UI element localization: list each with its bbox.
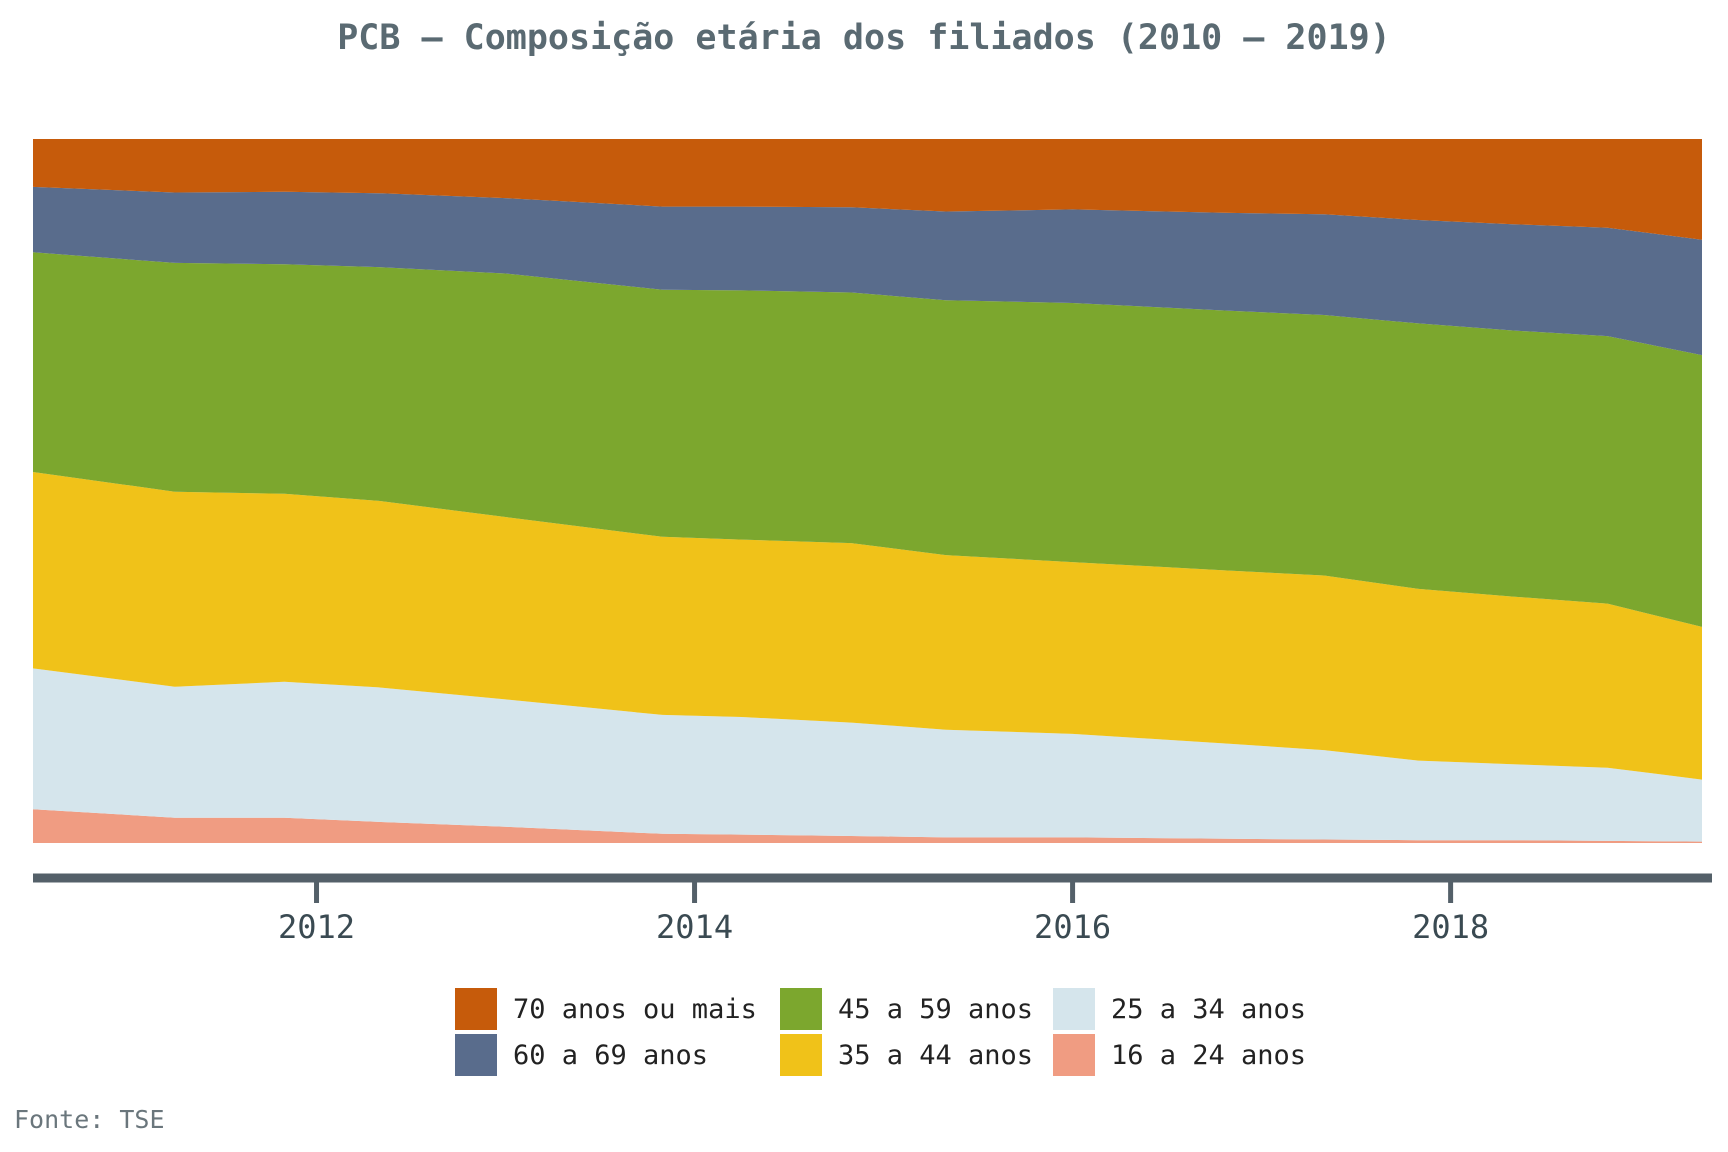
legend-swatch	[455, 988, 497, 1030]
source-note: Fonte: TSE	[14, 1105, 165, 1134]
legend-swatch	[780, 1034, 822, 1076]
legend-swatch	[1053, 1034, 1095, 1076]
area-60-a-69-anos	[33, 186, 1702, 356]
x-tick-label: 2016	[1034, 908, 1111, 946]
chart-title: PCB – Composição etária dos filiados (20…	[337, 18, 1391, 58]
legend-swatch	[455, 1034, 497, 1076]
legend-label: 60 a 69 anos	[513, 1039, 709, 1071]
legend-item: 60 a 69 anos	[455, 1034, 708, 1076]
x-tick-label: 2012	[278, 908, 355, 946]
x-tick-label: 2018	[1412, 908, 1489, 946]
legend-item: 45 a 59 anos	[780, 988, 1033, 1030]
area-25-a-34-anos	[33, 668, 1702, 842]
legend-item: 16 a 24 anos	[1053, 1034, 1306, 1076]
area-70-anos-ou-mais	[33, 139, 1702, 240]
legend-item: 25 a 34 anos	[1053, 988, 1306, 1030]
legend-swatch	[1053, 988, 1095, 1030]
area-35-a-44-anos	[33, 472, 1702, 780]
legend-label: 35 a 44 anos	[838, 1039, 1034, 1071]
legend-label: 25 a 34 anos	[1111, 993, 1307, 1025]
x-tick-label: 2014	[656, 908, 733, 946]
area-layers	[33, 139, 1702, 843]
area-16-a-24-anos	[33, 809, 1702, 843]
legend: 70 anos ou mais 60 a 69 anos 45 a 59 anos 3…	[455, 988, 1355, 1088]
legend-item: 70 anos ou mais	[455, 988, 757, 1030]
x-axis-ticks: 2012 2014 2016 2018	[278, 878, 1489, 946]
legend-swatch	[780, 988, 822, 1030]
legend-label: 70 anos ou mais	[513, 993, 757, 1025]
legend-label: 45 a 59 anos	[838, 993, 1034, 1025]
area-45-a-59-anos	[33, 252, 1702, 627]
legend-item: 35 a 44 anos	[780, 1034, 1033, 1076]
legend-label: 16 a 24 anos	[1111, 1039, 1307, 1071]
